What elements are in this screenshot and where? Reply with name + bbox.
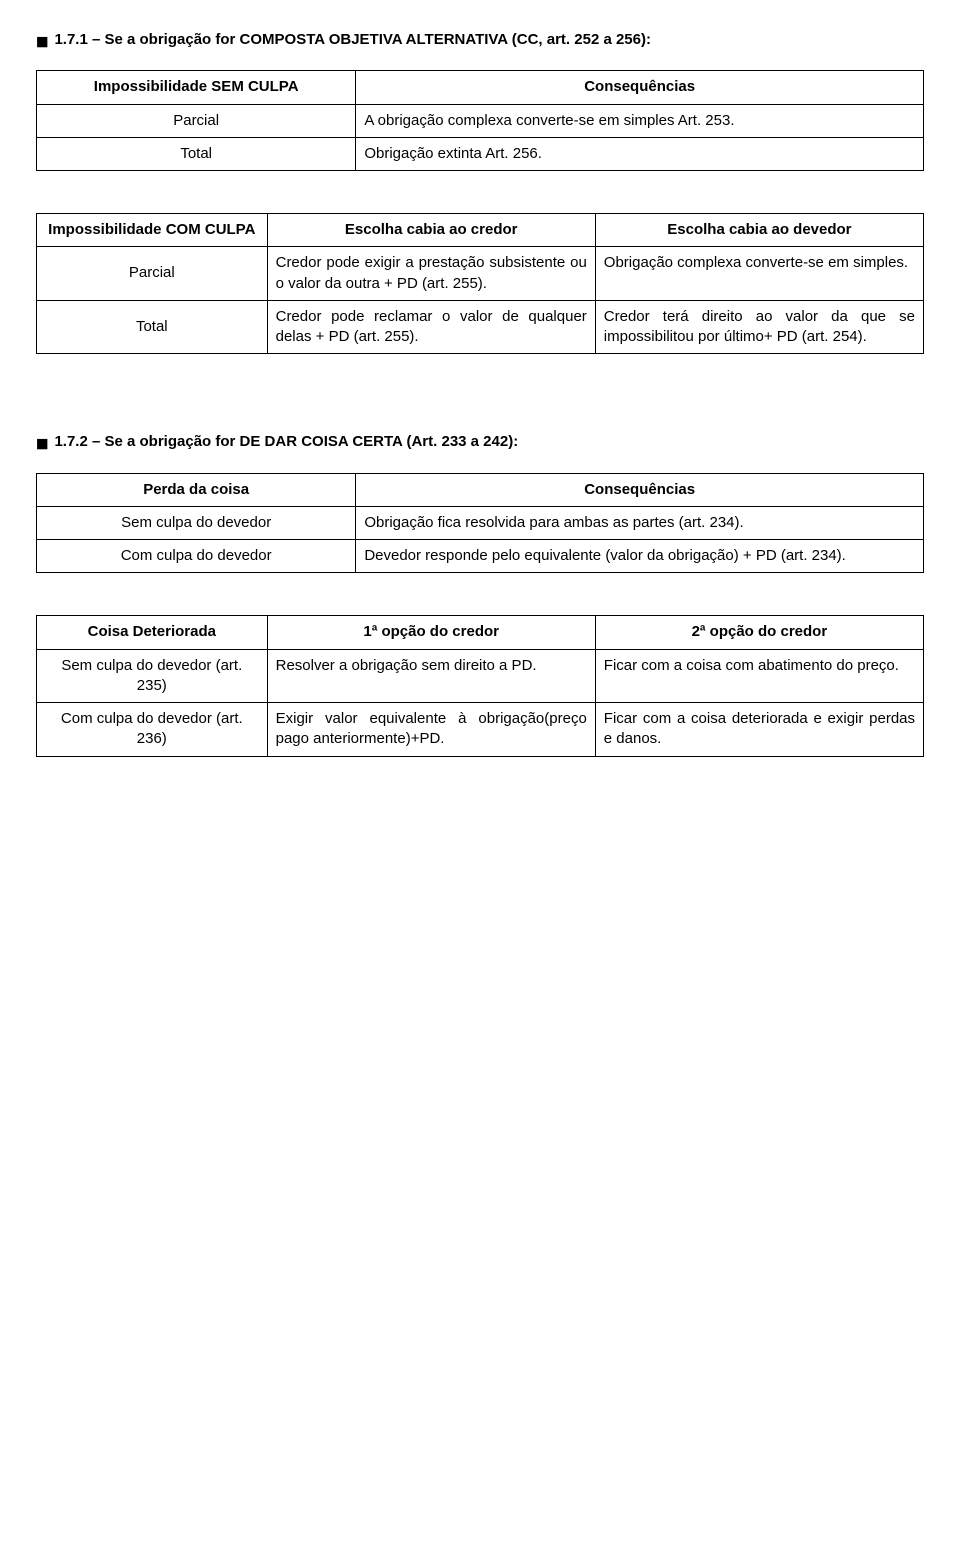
table-row: Total Credor pode reclamar o valor de qu… bbox=[37, 300, 924, 354]
table-row: Sem culpa do devedor Obrigação fica reso… bbox=[37, 506, 924, 539]
cell: Devedor responde pelo equivalente (valor… bbox=[356, 540, 924, 573]
cell: Total bbox=[37, 137, 356, 170]
cell-header: Consequências bbox=[356, 71, 924, 104]
cell: Obrigação fica resolvida para ambas as p… bbox=[356, 506, 924, 539]
table-s1b: Impossibilidade COM CULPA Escolha cabia … bbox=[36, 213, 924, 354]
cell: Total bbox=[37, 300, 268, 354]
table-row: Impossibilidade COM CULPA Escolha cabia … bbox=[37, 214, 924, 247]
cell-header: Coisa Deteriorada bbox=[37, 616, 268, 649]
cell-header: Escolha cabia ao credor bbox=[267, 214, 595, 247]
cell: Sem culpa do devedor bbox=[37, 506, 356, 539]
heading-text: 1.7.1 – Se a obrigação for COMPOSTA OBJE… bbox=[54, 30, 924, 50]
cell: Ficar com a coisa deteriorada e exigir p… bbox=[595, 703, 923, 757]
cell: A obrigação complexa converte-se em simp… bbox=[356, 104, 924, 137]
cell: Parcial bbox=[37, 104, 356, 137]
table-row: Coisa Deteriorada 1ª opção do credor 2ª … bbox=[37, 616, 924, 649]
table-row: Sem culpa do devedor (art. 235) Resolver… bbox=[37, 649, 924, 703]
cell-header: Escolha cabia ao devedor bbox=[595, 214, 923, 247]
cell: Parcial bbox=[37, 247, 268, 301]
cell-header: Perda da coisa bbox=[37, 473, 356, 506]
cell: Credor pode exigir a prestação subsisten… bbox=[267, 247, 595, 301]
heading-text: 1.7.2 – Se a obrigação for DE DAR COISA … bbox=[54, 432, 924, 452]
cell-header: Impossibilidade SEM CULPA bbox=[37, 71, 356, 104]
cell: Obrigação extinta Art. 256. bbox=[356, 137, 924, 170]
cell-header: 1ª opção do credor bbox=[267, 616, 595, 649]
cell: Ficar com a coisa com abatimento do preç… bbox=[595, 649, 923, 703]
table-row: Com culpa do devedor (art. 236) Exigir v… bbox=[37, 703, 924, 757]
table-row: Parcial A obrigação complexa converte-se… bbox=[37, 104, 924, 137]
cell: Credor terá direito ao valor da que se i… bbox=[595, 300, 923, 354]
table-row: Parcial Credor pode exigir a prestação s… bbox=[37, 247, 924, 301]
section-heading-2: ◼ 1.7.2 – Se a obrigação for DE DAR COIS… bbox=[36, 432, 924, 454]
cell: Credor pode reclamar o valor de qualquer… bbox=[267, 300, 595, 354]
cell: Sem culpa do devedor (art. 235) bbox=[37, 649, 268, 703]
table-row: Impossibilidade SEM CULPA Consequências bbox=[37, 71, 924, 104]
cell: Obrigação complexa converte-se em simple… bbox=[595, 247, 923, 301]
cell: Com culpa do devedor bbox=[37, 540, 356, 573]
cell: Com culpa do devedor (art. 236) bbox=[37, 703, 268, 757]
section-heading-1: ◼ 1.7.1 – Se a obrigação for COMPOSTA OB… bbox=[36, 30, 924, 52]
table-s2b: Coisa Deteriorada 1ª opção do credor 2ª … bbox=[36, 615, 924, 756]
cell-header: Consequências bbox=[356, 473, 924, 506]
table-row: Perda da coisa Consequências bbox=[37, 473, 924, 506]
cell-header: Impossibilidade COM CULPA bbox=[37, 214, 268, 247]
cell-header: 2ª opção do credor bbox=[595, 616, 923, 649]
table-s2a: Perda da coisa Consequências Sem culpa d… bbox=[36, 473, 924, 574]
table-s1a: Impossibilidade SEM CULPA Consequências … bbox=[36, 70, 924, 171]
table-row: Com culpa do devedor Devedor responde pe… bbox=[37, 540, 924, 573]
cell: Resolver a obrigação sem direito a PD. bbox=[267, 649, 595, 703]
bullet-icon: ◼ bbox=[36, 32, 48, 52]
cell: Exigir valor equivalente à obrigação(pre… bbox=[267, 703, 595, 757]
table-row: Total Obrigação extinta Art. 256. bbox=[37, 137, 924, 170]
bullet-icon: ◼ bbox=[36, 434, 48, 454]
